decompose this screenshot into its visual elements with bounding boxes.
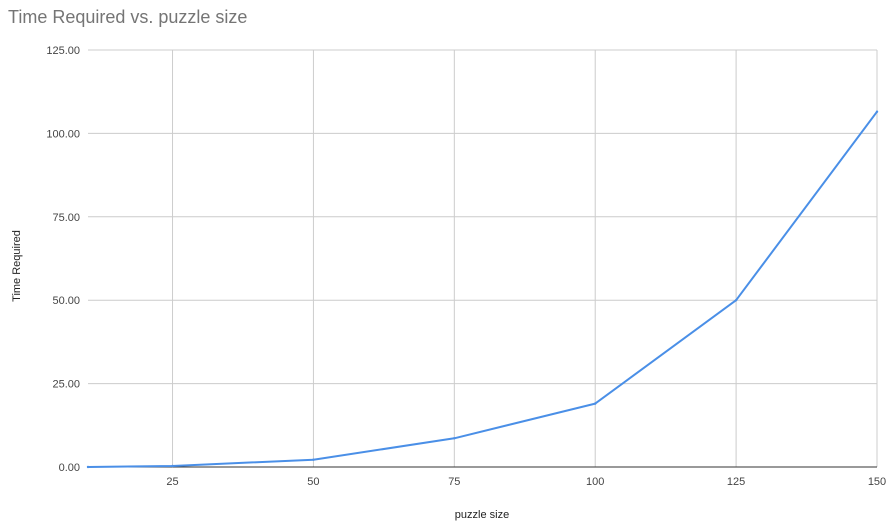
grid-lines [88, 49, 878, 467]
tick-labels: 0.00 25.00 50.00 75.00 100.00 125.00 25 50 75 100… [46, 45, 886, 488]
y-axis-title: Time Required [11, 230, 23, 302]
data-point [594, 402, 597, 405]
data-point [86, 465, 90, 469]
y-tick-label: 25.00 [52, 379, 80, 391]
y-tick-label: 75.00 [52, 212, 80, 224]
data-point [453, 437, 456, 440]
data-point [312, 458, 315, 461]
x-tick-label: 75 [448, 476, 460, 488]
data-point [171, 464, 174, 468]
x-tick-label: 150 [868, 476, 886, 488]
y-tick-label: 125.00 [46, 45, 80, 57]
data-point [875, 110, 879, 113]
x-tick-label: 100 [586, 476, 604, 488]
series-line [87, 110, 878, 468]
x-axis-title: puzzle size [455, 509, 509, 521]
x-tick-label: 25 [166, 476, 178, 488]
y-tick-label: 100.00 [46, 128, 80, 140]
y-tick-label: 0.00 [59, 462, 80, 474]
x-tick-label: 50 [307, 476, 319, 488]
data-point [734, 299, 738, 302]
x-tick-label: 125 [727, 476, 745, 488]
chart-title: Time Required vs. puzzle size [8, 7, 248, 27]
y-tick-label: 50.00 [52, 295, 80, 307]
series-layer [86, 110, 879, 469]
